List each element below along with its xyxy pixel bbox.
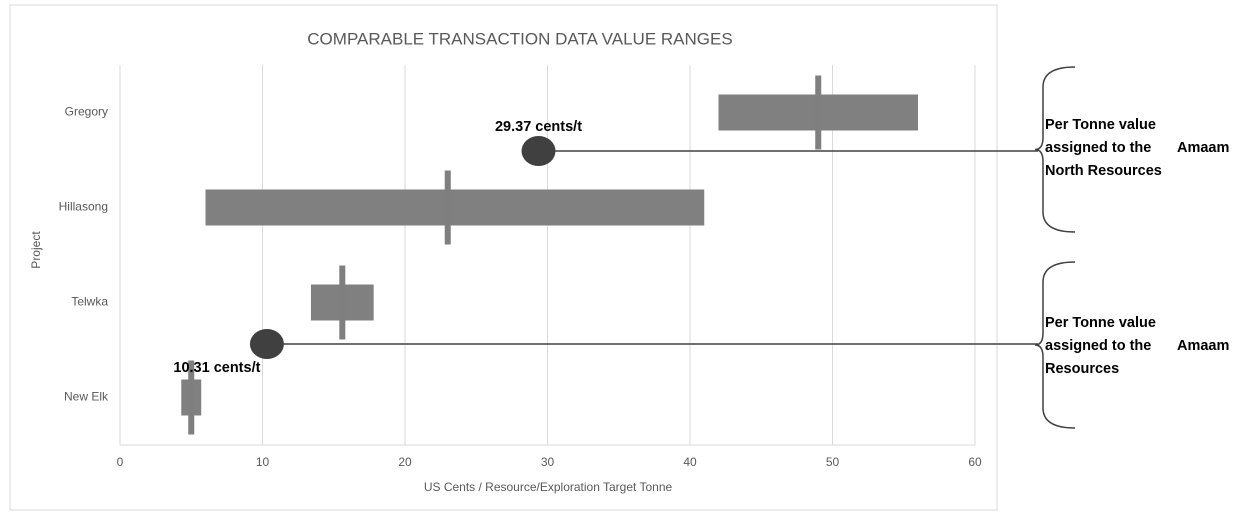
- annotation-text: assigned to the: [1045, 140, 1151, 156]
- chart-title: COMPARABLE TRANSACTION DATA VALUE RANGES: [307, 29, 732, 48]
- x-tick-label: 20: [398, 455, 412, 469]
- annotation-text: Amaam: [1177, 338, 1229, 354]
- marker-label: 29.37 cents/t: [495, 119, 582, 135]
- y-tick-label: Gregory: [65, 105, 108, 119]
- annotation-text: assigned to the: [1045, 338, 1151, 354]
- marker-dot: [521, 136, 556, 166]
- annotation-text: Per Tonne value: [1045, 315, 1156, 331]
- median-mark: [188, 360, 195, 435]
- y-tick-label: Hillasong: [59, 200, 108, 214]
- x-tick-label: 30: [541, 455, 555, 469]
- x-tick-label: 50: [826, 455, 840, 469]
- median-mark: [444, 170, 451, 245]
- marker-dot: [249, 329, 284, 359]
- annotation-text: Amaam: [1177, 140, 1229, 156]
- range-bar: [205, 189, 705, 226]
- annotation-text: Per Tonne value: [1045, 117, 1156, 133]
- x-tick-label: 40: [683, 455, 697, 469]
- y-tick-label: New Elk: [64, 390, 109, 404]
- y-tick-label: Telwka: [71, 295, 108, 309]
- y-axis-label: Project: [29, 231, 43, 269]
- median-mark: [339, 265, 346, 340]
- annotation-text: Resources: [1045, 361, 1119, 377]
- marker-label: 10.31 cents/t: [173, 360, 260, 376]
- median-mark: [815, 75, 822, 150]
- bracket: [1034, 261, 1076, 429]
- x-axis-label: US Cents / Resource/Exploration Target T…: [424, 480, 673, 494]
- annotation-text: North Resources: [1045, 163, 1162, 179]
- x-tick-label: 10: [256, 455, 270, 469]
- x-tick-label: 0: [117, 455, 124, 469]
- bracket: [1034, 66, 1076, 233]
- chart-frame: [9, 4, 998, 511]
- x-tick-label: 60: [968, 455, 982, 469]
